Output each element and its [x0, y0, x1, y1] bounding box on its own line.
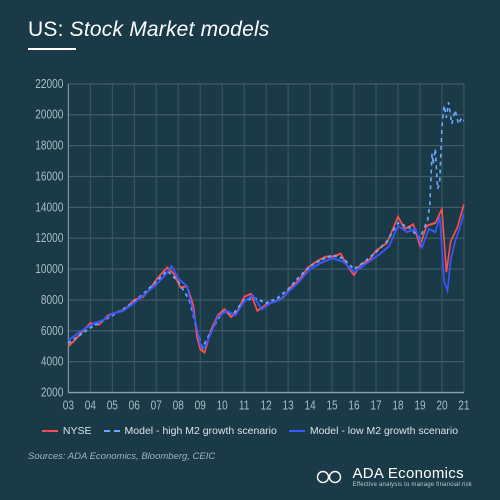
legend-swatch [289, 430, 305, 432]
chart-area: 2000 4000 6000 8000 10000 12000 14000 16000 1800… [28, 76, 472, 419]
svg-text:18: 18 [392, 398, 404, 413]
chart-card: US: Stock Market models 2000 4000 6000 8000… [0, 0, 500, 500]
svg-text:08: 08 [173, 398, 185, 413]
svg-text:11: 11 [239, 398, 249, 413]
svg-text:07: 07 [151, 398, 162, 413]
svg-text:16000: 16000 [35, 169, 63, 184]
svg-text:12: 12 [261, 398, 272, 413]
title-block: US: Stock Market models [28, 18, 472, 50]
legend-swatch [104, 430, 120, 432]
svg-text:8000: 8000 [41, 293, 64, 308]
svg-text:20: 20 [436, 398, 448, 413]
svg-text:13: 13 [283, 398, 295, 413]
svg-text:21: 21 [458, 398, 469, 413]
title-prefix: US: [28, 18, 64, 41]
svg-text:03: 03 [63, 398, 75, 413]
brand-text: ADA Economics Effective analysis to mana… [352, 466, 472, 488]
sources-text: Sources: ADA Economics, Bloomberg, CEIC [28, 451, 472, 462]
title-underline [28, 48, 76, 50]
legend-swatch [42, 430, 58, 432]
legend-item: NYSE [42, 425, 92, 437]
chart-title: US: Stock Market models [28, 18, 472, 42]
brand-footer: ADA Economics Effective analysis to mana… [28, 466, 472, 488]
legend-item: Model - low M2 growth scenario [289, 425, 458, 437]
legend-label: Model - low M2 growth scenario [310, 425, 458, 437]
svg-text:09: 09 [195, 398, 206, 413]
svg-text:2000: 2000 [41, 385, 64, 400]
legend-label: Model - high M2 growth scenario [125, 425, 277, 437]
title-rest: Stock Market models [64, 18, 270, 41]
legend: NYSE Model - high M2 growth scenario Model… [28, 425, 472, 437]
brand-tagline: Effective analysis to manage financial r… [352, 482, 472, 488]
svg-text:14: 14 [304, 398, 316, 413]
svg-text:17: 17 [370, 398, 381, 413]
svg-text:19: 19 [414, 398, 425, 413]
svg-text:05: 05 [107, 398, 119, 413]
legend-item: Model - high M2 growth scenario [104, 425, 277, 437]
svg-text:12000: 12000 [35, 231, 63, 246]
legend-label: NYSE [63, 425, 92, 437]
svg-text:10000: 10000 [35, 262, 63, 277]
svg-text:10: 10 [217, 398, 229, 413]
svg-text:4000: 4000 [41, 354, 64, 369]
svg-text:6000: 6000 [41, 324, 64, 339]
svg-text:14000: 14000 [35, 200, 63, 215]
svg-text:04: 04 [85, 398, 97, 413]
svg-text:06: 06 [129, 398, 141, 413]
line-chart: 2000 4000 6000 8000 10000 12000 14000 16000 1800… [28, 76, 472, 419]
brand-name: ADA Economics [352, 466, 472, 482]
svg-text:16: 16 [348, 398, 360, 413]
svg-text:15: 15 [326, 398, 338, 413]
svg-text:18000: 18000 [35, 138, 63, 153]
brand-logo-icon [316, 469, 346, 485]
svg-text:20000: 20000 [35, 108, 63, 123]
svg-text:22000: 22000 [35, 77, 63, 92]
